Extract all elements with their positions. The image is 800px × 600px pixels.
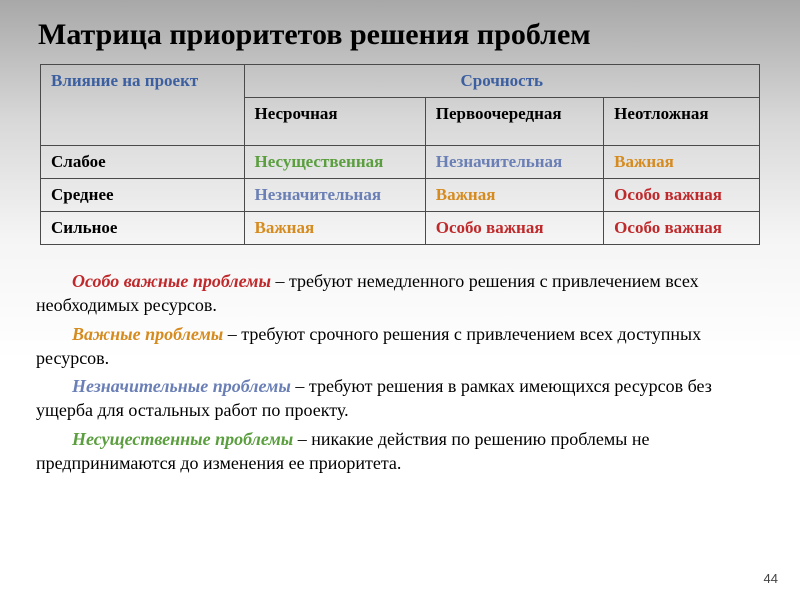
table-cell: Незначительная (425, 146, 603, 179)
note-dash: – (223, 324, 241, 344)
table-cell: Особо важная (604, 212, 760, 245)
table-cell: Несущественная (244, 146, 425, 179)
note-term: Незначительные проблемы (72, 376, 291, 396)
row-header: Слабое (41, 146, 245, 179)
note-line: Несущественные проблемы – никакие действ… (36, 427, 764, 476)
page-number: 44 (764, 571, 778, 586)
table-cell: Важная (604, 146, 760, 179)
note-line: Незначительные проблемы – требуют решени… (36, 374, 764, 423)
col-header: Первоочередная (425, 98, 603, 146)
col-header: Несрочная (244, 98, 425, 146)
notes-block: Особо важные проблемы – требуют немедлен… (36, 269, 764, 475)
table-cell: Важная (425, 179, 603, 212)
table-cell: Незначительная (244, 179, 425, 212)
priority-matrix-table: Влияние на проект Срочность Несрочная Пе… (40, 64, 760, 245)
note-dash: – (293, 429, 311, 449)
row-header: Среднее (41, 179, 245, 212)
table-cell: Особо важная (604, 179, 760, 212)
note-term: Особо важные проблемы (72, 271, 271, 291)
note-line: Важные проблемы – требуют срочного решен… (36, 322, 764, 371)
note-line: Особо важные проблемы – требуют немедлен… (36, 269, 764, 318)
table-urgency-header: Срочность (244, 65, 759, 98)
note-term: Важные проблемы (72, 324, 223, 344)
note-dash: – (271, 271, 289, 291)
page-title: Матрица приоритетов решения проблем (0, 0, 800, 64)
table-cell: Особо важная (425, 212, 603, 245)
note-dash: – (291, 376, 309, 396)
table-cell: Важная (244, 212, 425, 245)
note-term: Несущественные проблемы (72, 429, 293, 449)
row-header: Сильное (41, 212, 245, 245)
table-corner-header: Влияние на проект (41, 65, 245, 146)
col-header: Неотложная (604, 98, 760, 146)
